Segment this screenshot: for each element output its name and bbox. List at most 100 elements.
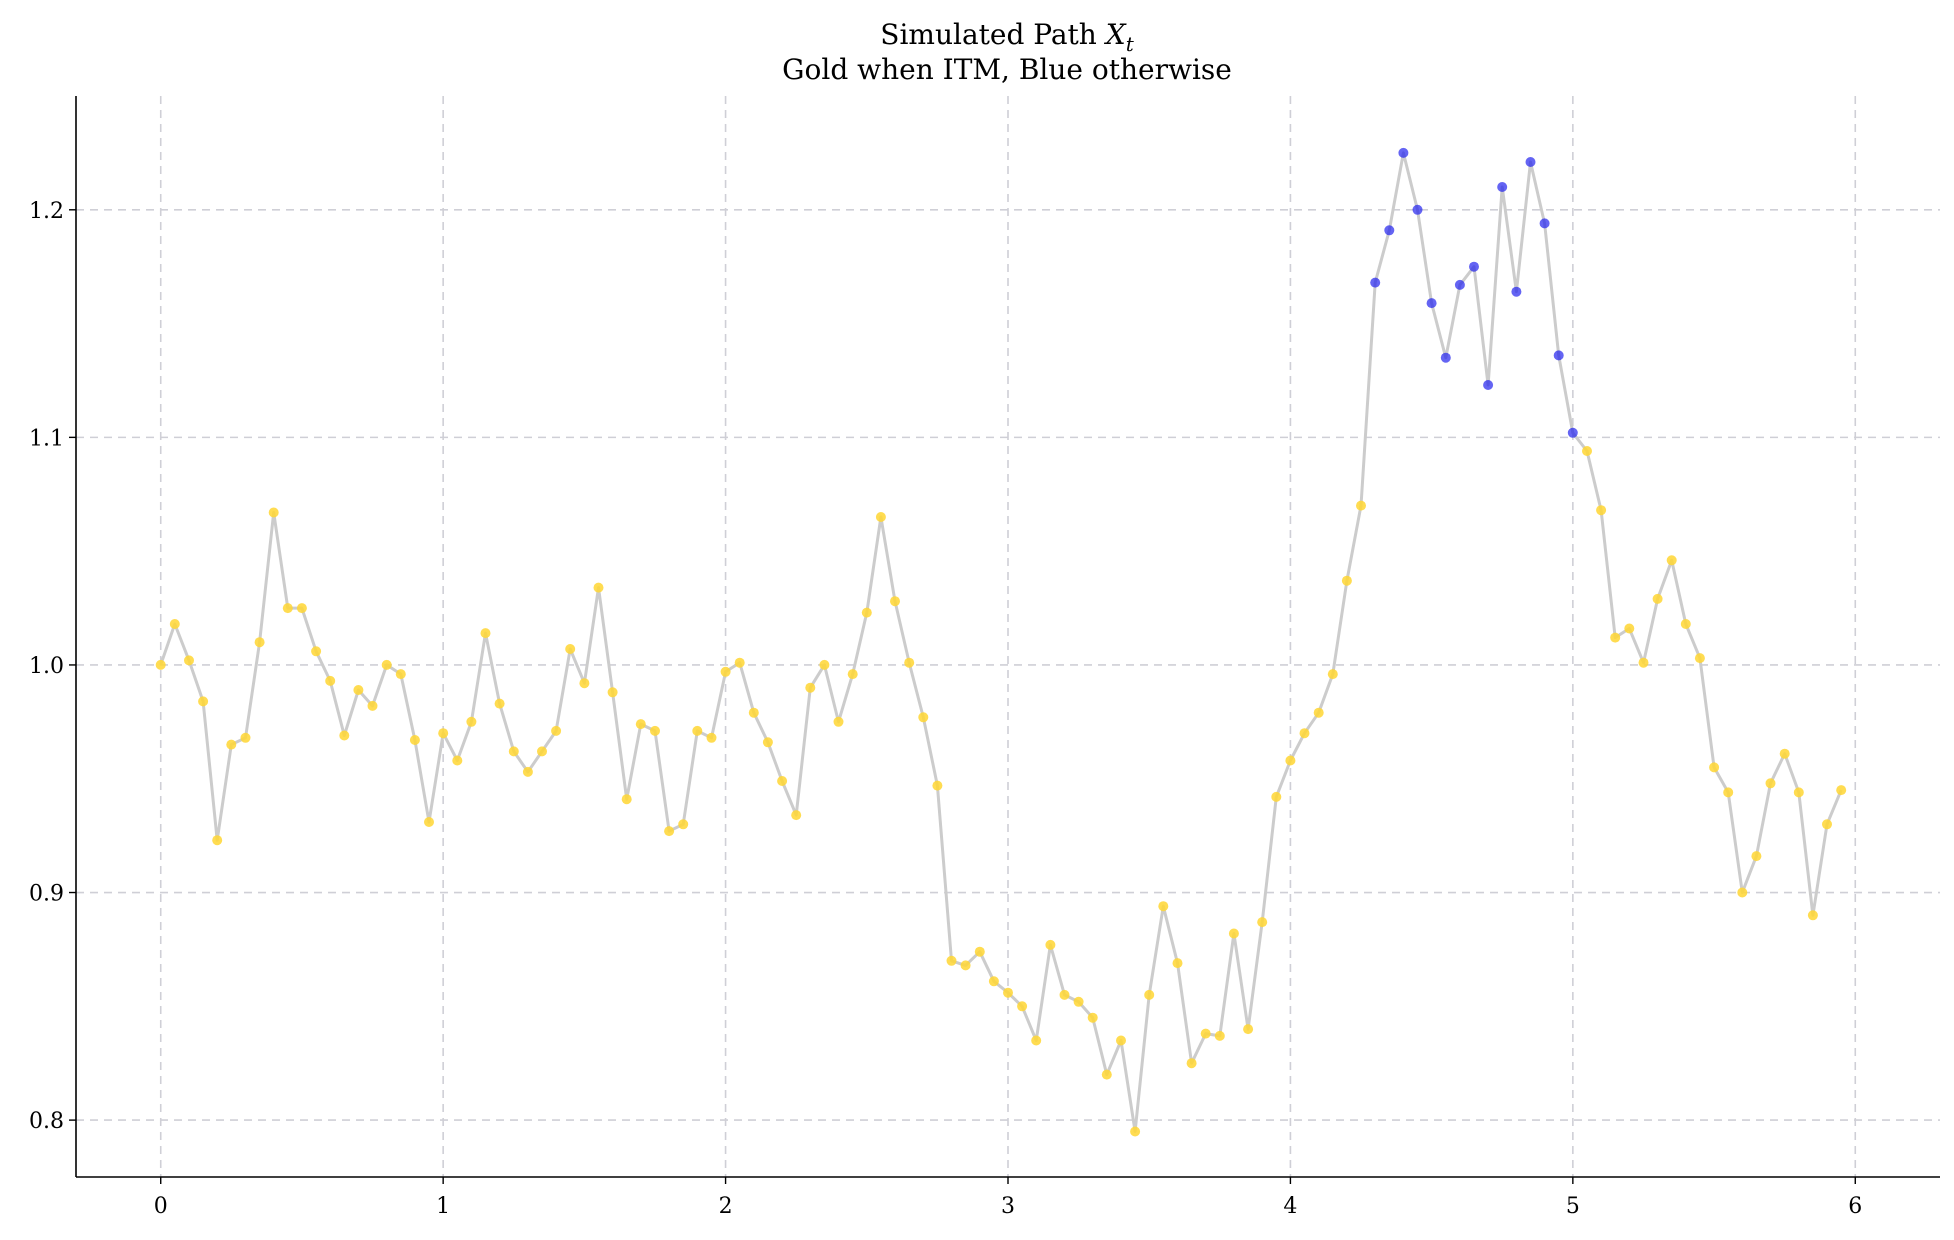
data-point-itm [240,732,251,743]
data-point-itm [847,669,858,680]
data-point-itm [438,728,449,739]
data-point-itm [1610,632,1621,643]
chart-title-subscript: t [1126,32,1135,56]
data-point-itm [1059,989,1070,1000]
data-point-itm [692,725,703,736]
data-point-itm [353,685,364,695]
data-point-itm [1836,785,1847,796]
data-point-itm [1228,928,1239,939]
data-point-itm [522,766,533,777]
data-point-itm [1327,669,1338,680]
data-point-otm [1497,182,1508,192]
x-tick-label: 2 [719,1194,733,1219]
data-point-itm [706,732,717,743]
chart-title: Simulated Path Xt [880,18,1134,56]
data-point-itm [1073,996,1084,1007]
data-point-itm [480,628,491,639]
data-point-itm [1116,1035,1126,1046]
data-point-itm [1680,619,1691,629]
data-point-itm [325,675,336,686]
data-point-itm [1158,901,1169,912]
data-point-otm [1412,204,1423,215]
x-tick-label: 6 [1848,1194,1862,1219]
data-point-itm [339,730,350,741]
data-point-otm [1567,427,1578,438]
data-point-itm [1638,657,1649,668]
data-point-itm [805,682,816,693]
axes: 0 1 2 3 4 5 6 0.8 0.9 1.0 1.1 1.2 [29,96,1940,1219]
data-point-itm [466,716,477,727]
data-point-itm [875,512,886,522]
data-point-itm [1200,1028,1211,1039]
data-point-itm [268,507,279,518]
data-point-otm [1370,277,1381,288]
data-point-itm [169,619,180,629]
data-point-itm [932,780,943,791]
data-point-itm [508,746,519,757]
data-point-otm [1553,350,1564,361]
data-point-itm [254,637,265,648]
data-point-itm [861,607,872,618]
data-point-itm [904,657,915,668]
data-point-itm [494,698,505,709]
data-point-itm [1807,910,1818,921]
data-point-itm [296,603,307,614]
y-tick-label: 0.8 [29,1109,64,1134]
data-point-itm [537,746,547,757]
data-point-itm [748,707,759,718]
data-point-itm [1144,989,1155,1000]
data-point-itm [381,659,392,670]
data-point-itm [1596,505,1607,516]
data-point-itm [1822,819,1832,830]
chart-subtitle: Gold when ITM, Blue otherwise [782,53,1232,86]
data-point-itm [395,669,406,680]
data-point-otm [1398,147,1409,158]
data-point-itm [635,719,646,730]
x-tick-label: 0 [154,1194,168,1219]
data-point-itm [946,955,957,966]
data-point-itm [212,835,223,846]
data-point-itm [593,582,604,593]
data-point-itm [452,755,463,766]
data-point-otm [1454,279,1465,290]
data-point-otm [1483,380,1494,390]
data-point-itm [650,725,660,736]
data-point-itm [720,666,731,677]
data-point-itm [890,596,900,607]
path-line [159,151,1843,1133]
data-point-itm [1652,593,1663,604]
data-point-itm [678,819,689,830]
data-point-itm [1582,446,1592,456]
data-point-itm [1271,791,1282,802]
data-point-itm [424,817,434,827]
data-point-itm [565,644,576,654]
data-point-itm [607,687,618,698]
data-point-itm [1765,778,1776,789]
chart-title-text: Simulated Path [880,18,1105,51]
data-point-otm [1511,286,1522,297]
data-point-itm [791,810,802,821]
data-point-itm [1045,939,1056,950]
data-point-itm [1257,917,1268,928]
x-tick-label: 5 [1566,1194,1580,1219]
data-point-itm [762,737,773,748]
y-tick-label: 0.9 [29,882,64,907]
data-point-itm [1214,1030,1225,1041]
data-point-itm [1341,575,1352,586]
data-point-itm [1694,653,1705,664]
data-point-itm [664,826,675,837]
data-point-itm [1087,1012,1098,1023]
data-point-itm [367,700,378,711]
data-point-itm [988,976,999,987]
plot-area [155,147,1847,1137]
data-point-itm [1666,555,1677,566]
data-point-itm [1031,1035,1042,1046]
data-point-itm [282,603,293,614]
data-point-itm [833,716,844,727]
y-tick-label: 1.0 [29,654,64,679]
y-tick-label: 1.2 [29,199,64,224]
data-point-itm [184,655,194,666]
data-point-itm [155,659,166,670]
